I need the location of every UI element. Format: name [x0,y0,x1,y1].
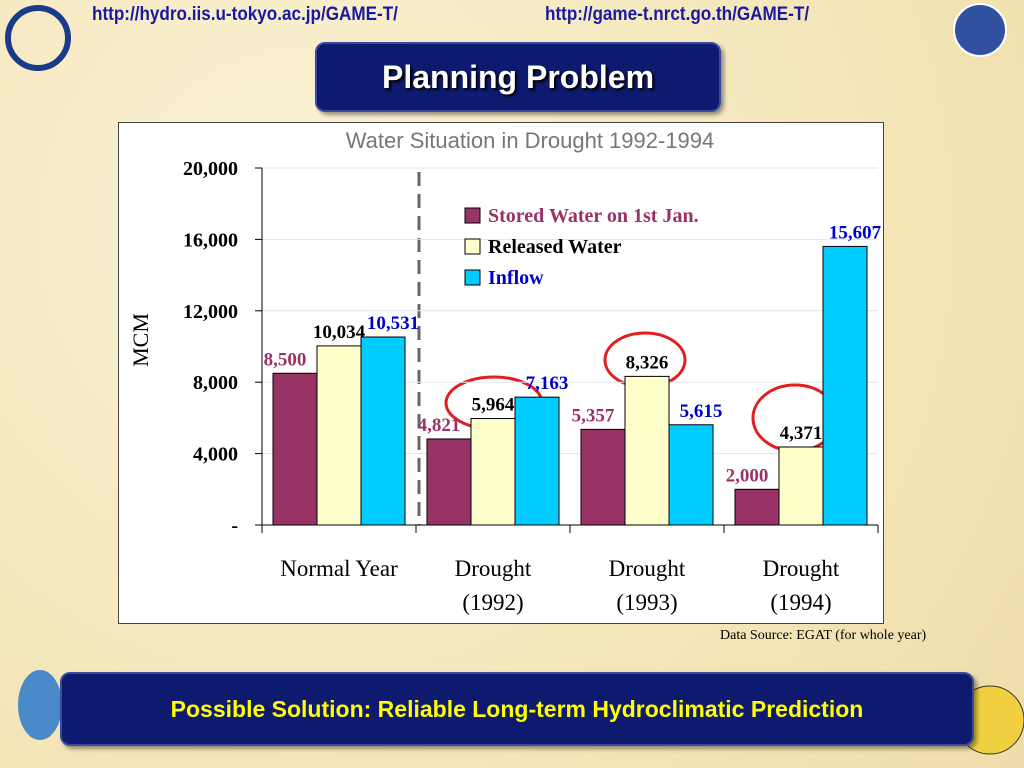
x-tick-label: Drought (1994) [762,556,840,615]
chart-frame [118,122,884,624]
data-label: 8,500 [264,349,307,370]
url-left[interactable]: http://hydro.iis.u-tokyo.ac.jp/GAME-T/ [92,4,398,25]
legend-swatch [464,269,481,286]
x-tick-label: Drought (1992) [454,556,532,615]
logo-game [5,5,71,71]
x-tick-label: Normal Year [280,556,398,581]
logo-rihn [953,3,1007,57]
data-label: 2,000 [726,465,769,486]
legend-label: Stored Water on 1st Jan. [488,205,699,227]
data-label: 15,607 [829,222,882,243]
bar [624,375,670,526]
x-tick-label: Drought (1993) [608,556,686,615]
bar [360,336,406,526]
bar [580,428,626,526]
bar [668,424,714,526]
footer-banner: Possible Solution: Reliable Long-term Hy… [60,672,974,746]
data-label: 5,357 [572,405,615,426]
bar [514,396,560,526]
y-tick-label: - [231,515,238,537]
y-tick-label: 8,000 [193,372,238,394]
data-label: 5,615 [680,401,723,422]
bar [470,418,516,526]
bar [316,345,362,526]
y-tick-label: 4,000 [193,444,238,466]
bar [272,372,318,526]
data-label: 7,163 [526,373,569,394]
logo-hydrology [18,670,62,740]
legend-label: Inflow [488,267,544,289]
bar [734,488,780,526]
data-label: 4,821 [418,415,461,436]
data-label: 10,034 [313,322,366,343]
bar [426,438,472,526]
data-label: 4,371 [780,423,823,444]
chart-title: Water Situation in Drought 1992-1994 [346,128,715,153]
bar [778,446,824,526]
y-tick-label: 16,000 [183,229,238,251]
y-axis-label: MCM [128,313,153,367]
legend-swatch [464,238,481,255]
data-label: 8,326 [626,352,669,373]
y-tick-label: 20,000 [183,158,238,180]
slide-title: Planning Problem [315,42,721,112]
source-note: Data Source: EGAT (for whole year) [720,628,927,643]
legend-label: Released Water [488,236,622,258]
data-label: 10,531 [367,313,419,334]
bar [822,245,868,526]
y-tick-label: 12,000 [183,301,238,323]
url-right[interactable]: http://game-t.nrct.go.th/GAME-T/ [545,4,810,25]
data-label: 5,964 [472,395,515,416]
legend-swatch [464,207,481,224]
